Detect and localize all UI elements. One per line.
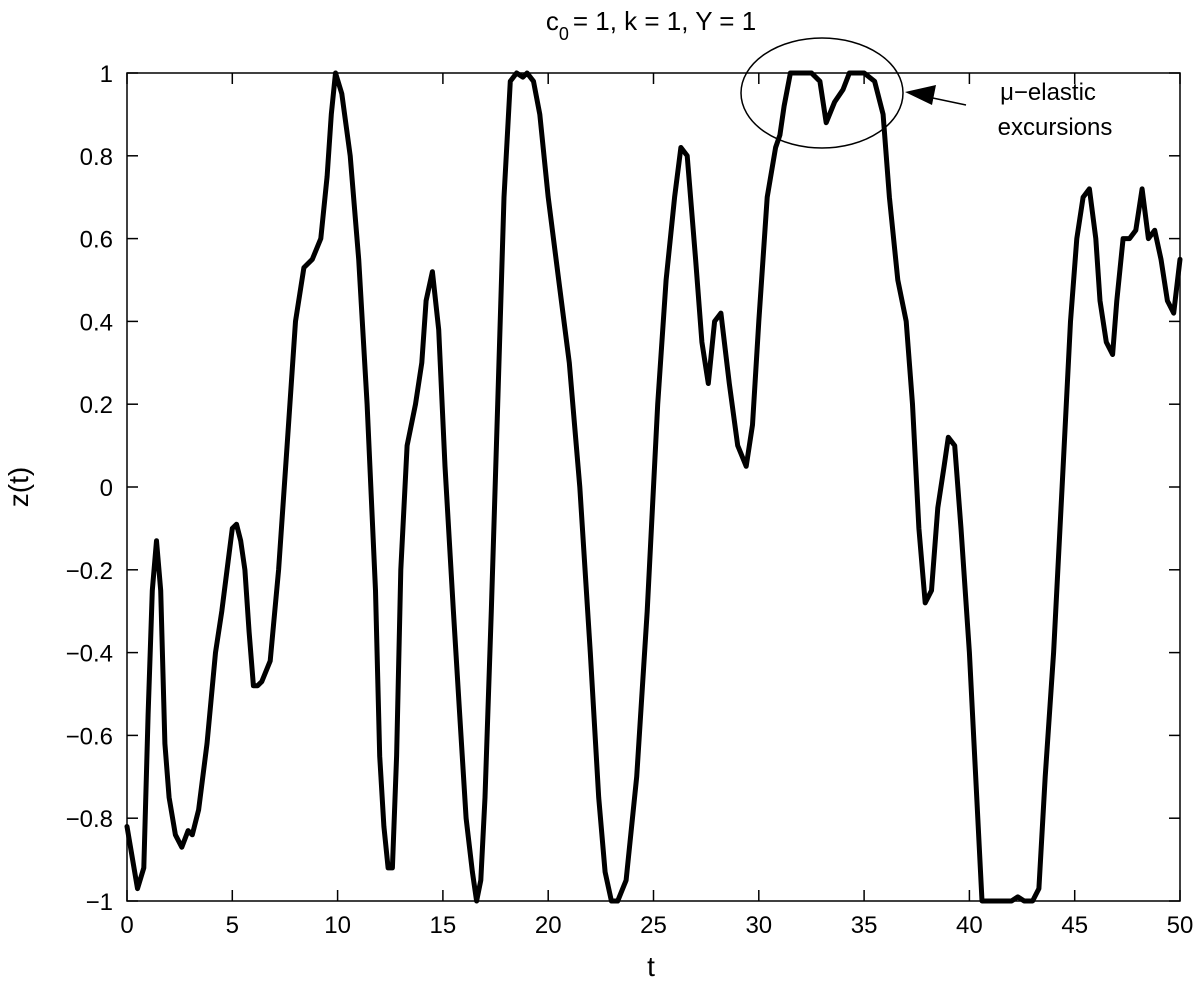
annotation-arrow-line — [927, 96, 967, 106]
x-axis-ticks: 0 5 10 15 20 25 30 35 40 45 50 — [120, 73, 1193, 939]
y-tick-label: 0 — [100, 475, 113, 502]
chart-title-subscript: 0 — [559, 24, 569, 44]
annotation-arrowhead — [905, 85, 936, 105]
x-axis-label: t — [647, 951, 655, 982]
y-tick-label: 0.4 — [80, 309, 113, 336]
annotation-ellipse — [740, 37, 904, 149]
y-tick-label: −0.2 — [66, 558, 113, 585]
x-tick-label: 15 — [430, 912, 457, 939]
annotation-line1: μ−elastic — [1000, 79, 1096, 106]
x-tick-label: 0 — [120, 912, 133, 939]
x-tick-label: 45 — [1061, 912, 1088, 939]
y-tick-label: 0.8 — [80, 144, 113, 171]
y-tick-label: −0.8 — [66, 806, 113, 833]
y-tick-label: −0.6 — [66, 723, 113, 750]
series-line-z — [124, 70, 1183, 904]
x-tick-label: 20 — [535, 912, 562, 939]
y-tick-label: −1 — [86, 889, 113, 916]
y-tick-label: 0.6 — [80, 227, 113, 254]
x-tick-label: 10 — [324, 912, 351, 939]
chart-title: c0 = 1, k = 1, Y = 1 — [546, 6, 756, 44]
chart-title-symbol: c — [546, 6, 559, 36]
y-tick-label: 1 — [100, 61, 113, 88]
y-axis-label: z(t) — [3, 467, 34, 507]
y-axis-ticks: −1 −0.8 −0.6 −0.4 −0.2 0 0.2 0.4 0.6 0.8 1 — [66, 61, 1180, 916]
x-tick-label: 35 — [851, 912, 878, 939]
x-tick-label: 30 — [745, 912, 772, 939]
y-tick-label: −0.4 — [66, 641, 113, 668]
chart-title-rest: = 1, k = 1, Y = 1 — [573, 6, 756, 36]
x-tick-label: 5 — [226, 912, 239, 939]
x-tick-label: 50 — [1167, 912, 1194, 939]
y-tick-label: 0.2 — [80, 392, 113, 419]
x-tick-label: 25 — [640, 912, 667, 939]
annotation-line2: excursions — [998, 114, 1113, 141]
x-tick-label: 40 — [956, 912, 983, 939]
